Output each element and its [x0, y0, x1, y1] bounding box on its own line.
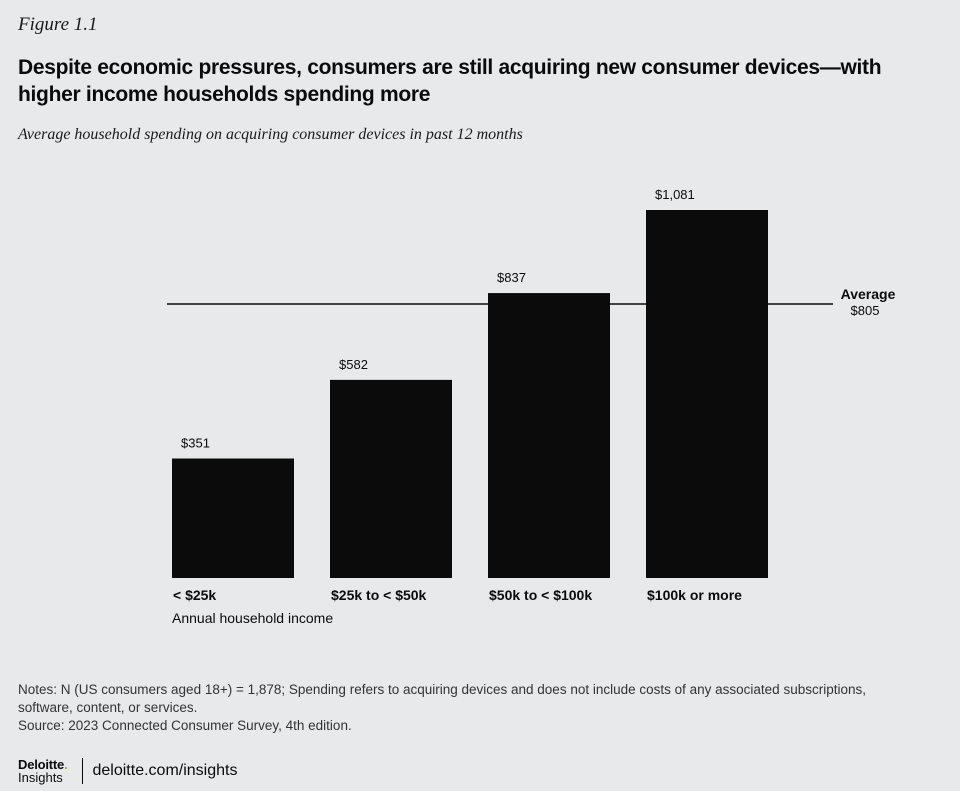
figure-label: Figure 1.1	[18, 14, 98, 35]
average-value-label: $805	[851, 303, 880, 318]
bars-layer	[172, 210, 768, 578]
bar-value-label-2: $837	[497, 270, 526, 285]
category-label-1: $25k to < $50k	[331, 587, 427, 603]
logo-subtext: Insights	[18, 770, 63, 785]
average-label: Average	[841, 286, 896, 302]
bar-value-label-1: $582	[339, 357, 368, 372]
footer-url-link[interactable]: deloitte.com/insights	[92, 762, 238, 779]
category-label-3: $100k or more	[647, 587, 742, 603]
source-text: Source: 2023 Connected Consumer Survey, …	[18, 718, 352, 733]
bar-chart: Average $805 $351 < $25k $582 $25k to < $50…	[167, 187, 896, 626]
footer: Deloitte. Insights deloitte.com/insights	[18, 758, 237, 784]
category-label-0: < $25k	[173, 587, 216, 603]
notes-block: Notes: N (US consumers aged 18+) = 1,878…	[18, 681, 918, 735]
bar-3	[646, 210, 768, 578]
bar-1	[330, 379, 452, 578]
footer-divider	[81, 758, 83, 784]
bar-value-label-3: $1,081	[655, 187, 695, 202]
notes-text: Notes: N (US consumers aged 18+) = 1,878…	[18, 682, 866, 715]
chart-subtitle: Average household spending on acquiring …	[18, 126, 523, 143]
bar-2	[488, 293, 610, 578]
logo-dot: .	[64, 757, 68, 772]
x-axis-label: Annual household income	[172, 610, 333, 626]
bar-value-label-0: $351	[181, 436, 210, 451]
category-label-2: $50k to < $100k	[489, 587, 592, 603]
chart-title: Despite economic pressures, consumers ar…	[18, 56, 882, 106]
deloitte-insights-logo: Deloitte. Insights	[18, 758, 68, 784]
bar-0	[172, 458, 294, 578]
logo-wordmark: Deloitte	[18, 757, 65, 772]
labels-layer: $351 < $25k $582 $25k to < $50k $837 $50k to …	[173, 187, 742, 603]
